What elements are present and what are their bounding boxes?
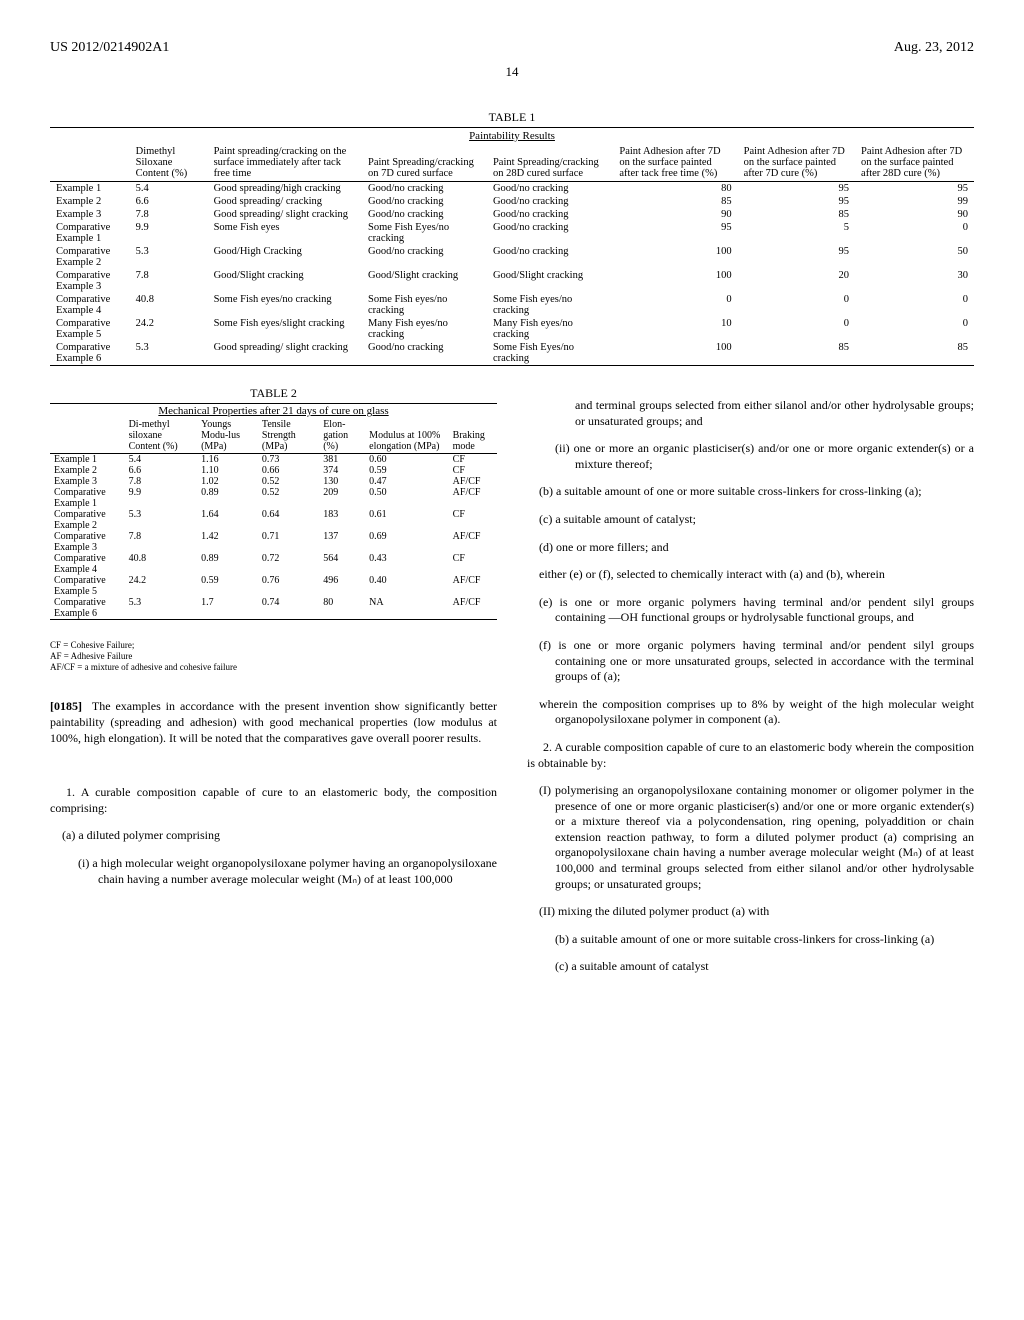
table-row: Example 37.8Good spreading/ slight crack… [50, 208, 974, 221]
claim1-b: (b) a suitable amount of one or more sui… [527, 484, 974, 500]
claim2-II-b: (b) a suitable amount of one or more sui… [527, 932, 974, 948]
claim2-II: (II) mixing the diluted polymer product … [527, 904, 974, 920]
table2-footnotes: CF = Cohesive Failure; AF = Adhesive Fai… [50, 640, 497, 672]
table-row: Comparative Example 524.20.590.764960.40… [50, 575, 497, 597]
table-row: Example 26.6Good spreading/ crackingGood… [50, 195, 974, 208]
paragraph-0185: [0185] The examples in accordance with t… [50, 699, 497, 746]
claim1-a-ii: (ii) one or more an organic plasticiser(… [527, 441, 974, 472]
claim2-II-c: (c) a suitable amount of catalyst [527, 959, 974, 975]
page-header: US 2012/0214902A1 Aug. 23, 2012 [50, 40, 974, 56]
claim1-wherein: wherein the composition comprises up to … [527, 697, 974, 728]
table-row: Comparative Example 19.9Some Fish eyesSo… [50, 221, 974, 245]
table-row: Comparative Example 25.31.640.641830.61C… [50, 509, 497, 531]
claim1-f: (f) is one or more organic polymers havi… [527, 638, 974, 685]
table2-title: Mechanical Properties after 21 days of c… [158, 405, 388, 417]
claim1-d: (d) one or more fillers; and [527, 540, 974, 556]
table-row: Comparative Example 37.8Good/Slight crac… [50, 269, 974, 293]
table-row: Comparative Example 440.8Some Fish eyes/… [50, 293, 974, 317]
table2: Mechanical Properties after 21 days of c… [50, 403, 497, 620]
claim1-a-i-cont: and terminal groups selected from either… [527, 398, 974, 429]
table1-header-row: Dimethyl Siloxane Content (%) Paint spre… [50, 144, 974, 182]
claim1-ef-intro: either (e) or (f), selected to chemicall… [527, 567, 974, 583]
pub-date: Aug. 23, 2012 [894, 40, 974, 56]
claim1-a-i: (i) a high molecular weight organopolysi… [50, 856, 497, 887]
table1-label: TABLE 1 [50, 110, 974, 125]
claim1-e: (e) is one or more organic polymers havi… [527, 595, 974, 626]
table-row: Example 15.41.160.733810.60CF [50, 454, 497, 466]
table1-title: Paintability Results [469, 130, 555, 142]
table-row: Example 15.4Good spreading/high cracking… [50, 182, 974, 196]
pub-number: US 2012/0214902A1 [50, 40, 169, 56]
table-row: Comparative Example 25.3Good/High Cracki… [50, 245, 974, 269]
page-number: 14 [50, 64, 974, 80]
table-row: Example 37.81.020.521300.47AF/CF [50, 476, 497, 487]
claim1-a: (a) a diluted polymer comprising [50, 828, 497, 844]
table-row: Comparative Example 65.3Good spreading/ … [50, 341, 974, 366]
table-row: Comparative Example 440.80.890.725640.43… [50, 553, 497, 575]
claim1-intro: 1. A curable composition capable of cure… [50, 785, 497, 816]
table2-label: TABLE 2 [50, 386, 497, 401]
table1: Paintability Results Dimethyl Siloxane C… [50, 127, 974, 366]
claim2-I: (I) polymerising an organopolysiloxane c… [527, 783, 974, 892]
table-row: Comparative Example 37.81.420.711370.69A… [50, 531, 497, 553]
table2-header-row: Di-methyl siloxane Content (%) Youngs Mo… [50, 418, 497, 454]
table-row: Comparative Example 19.90.890.522090.50A… [50, 487, 497, 509]
table-row: Comparative Example 65.31.70.7480NAAF/CF [50, 597, 497, 620]
claim1-c: (c) a suitable amount of catalyst; [527, 512, 974, 528]
table-row: Comparative Example 524.2Some Fish eyes/… [50, 317, 974, 341]
table-row: Example 26.61.100.663740.59CF [50, 465, 497, 476]
claim2-intro: 2. A curable composition capable of cure… [527, 740, 974, 771]
